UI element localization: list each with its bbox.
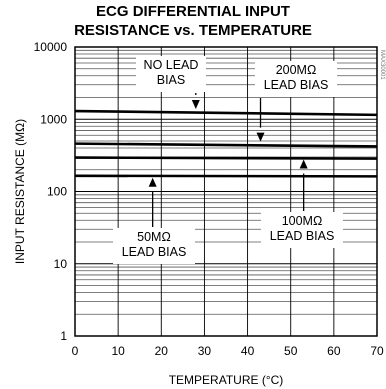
x-tick-label: 60 <box>327 344 341 358</box>
annotation-label: LEAD BIAS <box>264 78 329 92</box>
annotation-label: LEAD BIAS <box>270 229 335 243</box>
y-tick-label: 10000 <box>34 40 68 54</box>
annotation-background <box>113 228 195 264</box>
annotation-arrowhead <box>191 100 200 110</box>
side-mark: MAX30001 <box>379 50 385 80</box>
plot-frame <box>74 46 378 337</box>
series-line-4 <box>74 174 378 178</box>
chart-title: ECG DIFFERENTIAL INPUT <box>96 3 290 20</box>
annotation-arrowhead <box>256 132 265 142</box>
x-tick-label: 30 <box>198 344 212 358</box>
annotation-label: BIAS <box>157 73 186 87</box>
annotation-label: LEAD BIAS <box>122 245 187 259</box>
series-lines <box>74 109 378 178</box>
annotation-label: 50MΩ <box>137 230 171 244</box>
annotation-label: 200MΩ <box>276 63 317 77</box>
annotation-label: 100MΩ <box>282 214 323 228</box>
annotation-arrowhead <box>299 159 308 169</box>
y-tick-label: 1000 <box>40 112 67 126</box>
x-tick-label: 0 <box>72 344 79 358</box>
x-tick-label: 50 <box>284 344 298 358</box>
series-line-3 <box>74 156 378 160</box>
y-tick-label: 100 <box>47 185 67 199</box>
y-tick-label: 1 <box>60 329 67 343</box>
annotation-arrowhead <box>148 177 157 187</box>
x-axis-label: TEMPERATURE (°C) <box>169 373 284 387</box>
x-tick-label: 10 <box>111 344 125 358</box>
x-tick-label: 40 <box>241 344 255 358</box>
annotation-label: NO LEAD <box>144 58 199 72</box>
x-tick-label: 20 <box>155 344 169 358</box>
y-axis: 1 10 100 1000 10000 <box>34 40 68 343</box>
series-line-2 <box>74 142 378 148</box>
chart-subtitle: RESISTANCE vs. TEMPERATURE <box>74 22 312 39</box>
series-line-1 <box>74 109 378 117</box>
y-axis-label: INPUT RESISTANCE (MΩ) <box>13 119 27 264</box>
annotation-background <box>255 61 337 97</box>
x-axis: 0 10 20 30 40 50 60 70 <box>72 344 384 358</box>
x-tick-label: 70 <box>370 344 384 358</box>
annotation-background <box>261 212 343 248</box>
annotation-background <box>136 56 206 92</box>
y-tick-label: 10 <box>54 257 68 271</box>
